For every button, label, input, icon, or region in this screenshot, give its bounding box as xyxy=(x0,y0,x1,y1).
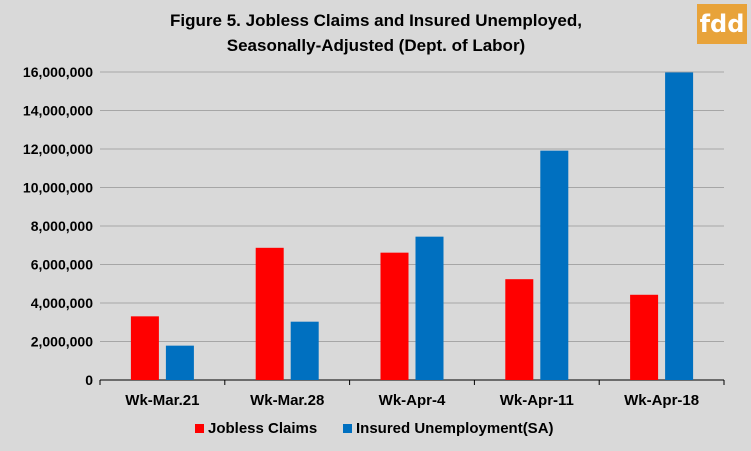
legend-label-insured-unemployment: Insured Unemployment(SA) xyxy=(356,420,554,437)
bar-jobless-claims xyxy=(255,247,284,380)
y-tick-label: 4,000,000 xyxy=(31,295,93,311)
y-tick-label: 12,000,000 xyxy=(23,141,93,157)
chart-title: Figure 5. Jobless Claims and Insured Une… xyxy=(170,11,582,30)
y-tick-label: 0 xyxy=(85,372,93,388)
x-tick-label: Wk-Mar.28 xyxy=(250,392,324,409)
y-tick-label: 2,000,000 xyxy=(31,334,93,350)
y-tick-label: 10,000,000 xyxy=(23,180,93,196)
bar-insured-unemployment xyxy=(415,236,444,380)
fdd-logo: fdd xyxy=(697,4,747,44)
y-tick-label: 6,000,000 xyxy=(31,257,93,273)
x-tick-label: Wk-Apr-4 xyxy=(379,392,446,409)
chart-subtitle: Seasonally-Adjusted (Dept. of Labor) xyxy=(227,36,525,55)
legend-label-jobless-claims: Jobless Claims xyxy=(208,420,317,437)
bar-jobless-claims xyxy=(505,279,534,380)
x-tick-label: Wk-Apr-11 xyxy=(500,392,574,409)
bar-insured-unemployment xyxy=(540,150,569,380)
y-tick-label: 14,000,000 xyxy=(23,103,93,119)
bar-jobless-claims xyxy=(630,294,659,380)
legend-swatch-insured-unemployment xyxy=(343,424,352,433)
bar-insured-unemployment xyxy=(290,321,319,380)
bar-insured-unemployment xyxy=(665,72,694,380)
y-tick-label: 16,000,000 xyxy=(23,64,93,80)
legend-swatch-jobless-claims xyxy=(195,424,204,433)
bar-jobless-claims xyxy=(380,252,409,380)
bar-jobless-claims xyxy=(130,316,159,380)
x-tick-label: Wk-Mar.21 xyxy=(125,392,199,409)
x-tick-label: Wk-Apr-18 xyxy=(624,392,699,409)
y-tick-label: 8,000,000 xyxy=(31,218,93,234)
bar-insured-unemployment xyxy=(165,345,194,380)
logo-text: fdd xyxy=(699,10,745,38)
